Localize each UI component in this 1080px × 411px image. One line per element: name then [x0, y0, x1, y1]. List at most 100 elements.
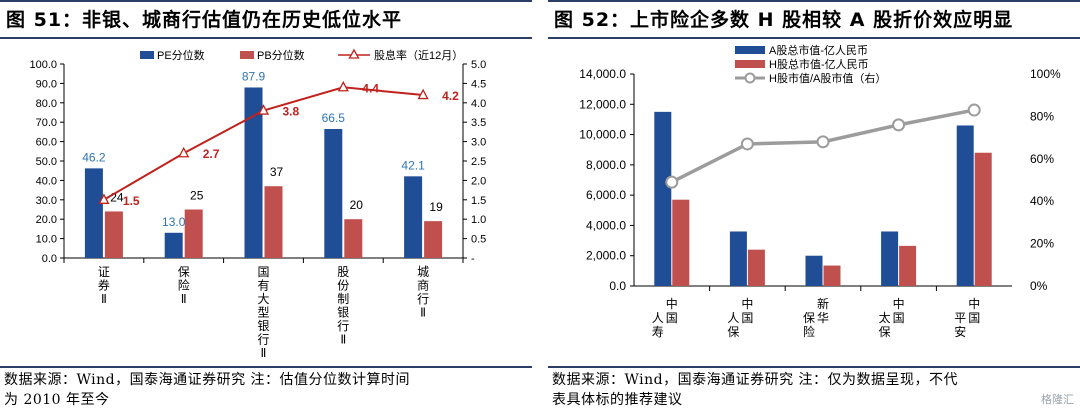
pb-data-label: 37 [270, 165, 284, 179]
source-note: 数据来源：Wind，国泰海通证券研究 注：估值分位数计算时间 为 2010 年至… [4, 370, 530, 410]
y-tick-label: 0.0 [609, 279, 626, 293]
pe-data-label: 42.1 [401, 158, 425, 172]
x-category-label-2: 人寿 [652, 311, 664, 339]
source-line-2: 表具体标的推荐建议 [552, 392, 683, 408]
source-note: 数据来源：Wind，国泰海通证券研究 注：仅为数据呈现，不代 表具体标的推荐建议 [552, 370, 1078, 410]
y2-tick-label: 4.0 [471, 98, 486, 110]
bar-pb [264, 186, 283, 258]
ratio-marker [665, 175, 679, 189]
y-tick-label: 14,000.0 [579, 67, 626, 81]
y-tick-label: 10,000.0 [579, 128, 626, 142]
ratio-marker [892, 118, 906, 132]
legend-pb-swatch [240, 51, 254, 59]
dividend-marker [98, 193, 110, 204]
y2-tick-label: 80% [1030, 109, 1054, 123]
bar-pb [104, 211, 123, 258]
bar-pb [184, 209, 203, 258]
bar-pb [424, 221, 443, 258]
y-tick-label: 6,000.0 [586, 188, 626, 202]
y-tick-label: 40.0 [36, 175, 57, 187]
legend: PE分位数 PB分位数 股息率（近12月） [140, 48, 463, 62]
y2-tick-label: 40% [1030, 194, 1054, 208]
x-category-label: 证券 Ⅱ [98, 265, 110, 306]
y-tick-label: 90.0 [36, 78, 57, 90]
watermark: 格隆汇 [1041, 393, 1074, 406]
y2-tick-label: - [471, 253, 475, 265]
plot-area: 0.0 2,000.0 4,000.0 6,000.0 8,000.0 10,000.0 1… [579, 67, 1061, 339]
dividend-data-label: 2.7 [203, 147, 220, 161]
y-tick-label: 20.0 [36, 214, 57, 226]
bar-pe [84, 168, 103, 258]
y-tick-label: 30.0 [36, 195, 57, 207]
x-category-label-2: 太保 [879, 310, 891, 339]
legend-ratio-marker [744, 72, 756, 84]
x-category-label: 保险 Ⅱ [178, 265, 190, 306]
x-category-label: 中国 [666, 296, 678, 325]
bar-a-share [881, 231, 899, 286]
y2-tick-label: 0.5 [471, 234, 486, 246]
y-tick-label: 8,000.0 [586, 158, 626, 172]
dividend-line [103, 86, 424, 201]
bar-a-share [805, 255, 823, 286]
ratio-marker [967, 103, 981, 117]
dividend-marker [417, 88, 429, 100]
legend-pe-label: PE分位数 [157, 48, 205, 62]
y-tick-label: 100.0 [29, 59, 57, 71]
legend-dy-marker [348, 48, 360, 59]
top-rule [0, 0, 532, 2]
bar-pb [344, 219, 363, 258]
x-category-label: 国有大型银行 Ⅱ [257, 265, 269, 360]
pe-data-label: 13.0 [162, 215, 186, 229]
y2-tick-label: 1.0 [471, 214, 486, 226]
chart-title: 图 51：非银、城商行估值仍在历史低位水平 [6, 9, 403, 31]
x-category-label-2: 平安 [954, 311, 966, 339]
pb-data-label: 19 [429, 200, 443, 214]
x-category-label: 中国 [893, 296, 905, 325]
dividend-marker [257, 104, 270, 115]
title-rule [548, 37, 1080, 39]
legend: A股总市值-亿人民币 H股总市值-亿人民币 H股市值/A股市值（右） [735, 43, 886, 85]
dividend-marker [178, 146, 190, 158]
y-tick-label: 10.0 [36, 234, 57, 246]
title-rule [0, 37, 532, 39]
dividend-marker [337, 80, 349, 92]
legend-pe-swatch [140, 51, 154, 59]
x-category-label: 城商行 Ⅱ [417, 265, 429, 320]
bar-pe [244, 87, 263, 258]
x-category-label: 新华 [817, 296, 829, 325]
legend-a-swatch [735, 46, 765, 54]
bar-h-share [672, 199, 690, 286]
bar-h-share [747, 249, 765, 286]
pb-data-label: 20 [350, 198, 364, 212]
pe-data-label: 66.5 [322, 111, 346, 125]
bar-a-share [729, 231, 747, 286]
y-tick-label: 4,000.0 [586, 218, 626, 232]
top-rule [548, 0, 1080, 2]
ratio-marker [740, 137, 754, 151]
legend-dy-label: 股息率（近12月） [374, 48, 463, 62]
chart-title: 图 52：上市险企多数 H 股相较 A 股折价效应明显 [554, 9, 1014, 31]
bar-a-share [654, 111, 672, 286]
legend-h-label: H股总市值-亿人民币 [769, 57, 869, 71]
y2-tick-label: 20% [1030, 237, 1054, 251]
y-tick-label: 50.0 [36, 156, 57, 168]
bar-pe [404, 176, 423, 258]
bar-h-share [823, 265, 841, 286]
x-category-label: 股份制银行 Ⅱ [337, 265, 349, 347]
y2-tick-label: 4.5 [471, 78, 486, 90]
y2-tick-label: 3.0 [471, 137, 486, 149]
plot-area: 0.0 10.0 20.0 30.0 40.0 50.0 60.0 70.0 80.0 90.0 1… [29, 59, 486, 360]
y2-tick-label: 2.0 [471, 175, 486, 187]
ratio-marker [816, 135, 830, 149]
bar-pe [164, 232, 183, 258]
y2-tick-label: 1.5 [471, 195, 486, 207]
y2-tick-label: 100% [1030, 67, 1061, 81]
pe-data-label: 46.2 [82, 150, 106, 164]
left-chart-svg: PE分位数 PB分位数 股息率（近12月） 0.0 10.0 20.0 30.0 40.… [29, 48, 486, 360]
y-tick-label: 60.0 [36, 137, 57, 149]
y-tick-label: 80.0 [36, 98, 57, 110]
dividend-data-label: 4.4 [362, 81, 379, 95]
y2-tick-label: 60% [1030, 152, 1054, 166]
y2-tick-label: 3.5 [471, 117, 486, 129]
legend-h-swatch [735, 60, 765, 68]
